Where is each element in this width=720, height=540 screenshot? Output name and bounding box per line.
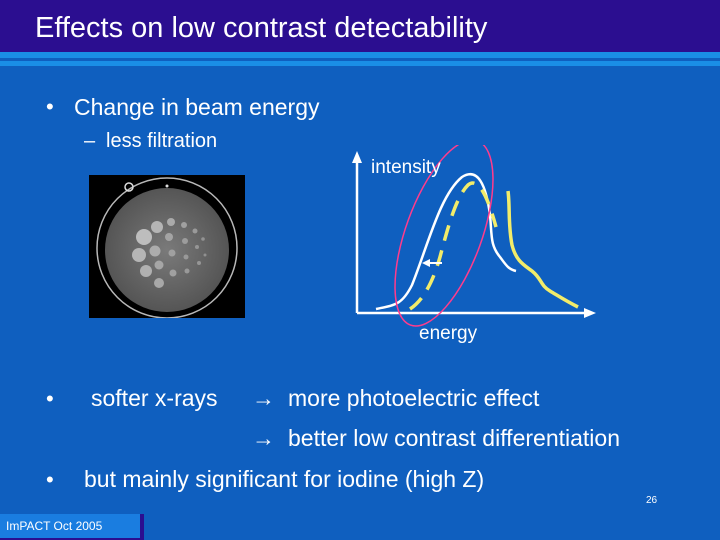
footer-box	[0, 514, 144, 540]
photoelectric-effect-text: more photoelectric effect	[288, 385, 540, 411]
arrow-symbol: →	[252, 425, 275, 451]
page-number: 26	[646, 495, 658, 506]
footer: ImPACT Oct 2005	[0, 514, 144, 540]
axis-label-energy: energy	[419, 323, 478, 344]
bullet-marker: •	[46, 94, 54, 119]
sub-bullet-less-filtration: less filtration	[106, 130, 218, 152]
footer-label: ImPACT Oct 2005	[6, 519, 103, 533]
sub-bullet-dash: –	[84, 130, 96, 152]
bullet-marker: •	[46, 386, 54, 411]
spectrum-diagram	[340, 139, 610, 340]
axis-label-intensity: intensity	[371, 157, 441, 178]
ct-phantom-image	[89, 175, 245, 319]
softer-xrays-text: softer x-rays	[91, 385, 218, 411]
bullet-marker: •	[46, 467, 54, 492]
title-bar	[0, 0, 720, 52]
arrow-symbol: →	[252, 385, 275, 411]
bullet-change-beam-energy: Change in beam energy	[74, 94, 320, 120]
title-underline-gap	[0, 58, 720, 61]
iodine-bullet-text: but mainly significant for iodine (high …	[84, 466, 485, 492]
low-contrast-differentiation-text: better low contrast differentiation	[288, 425, 620, 451]
slide-title: Effects on low contrast detectability	[35, 12, 488, 44]
